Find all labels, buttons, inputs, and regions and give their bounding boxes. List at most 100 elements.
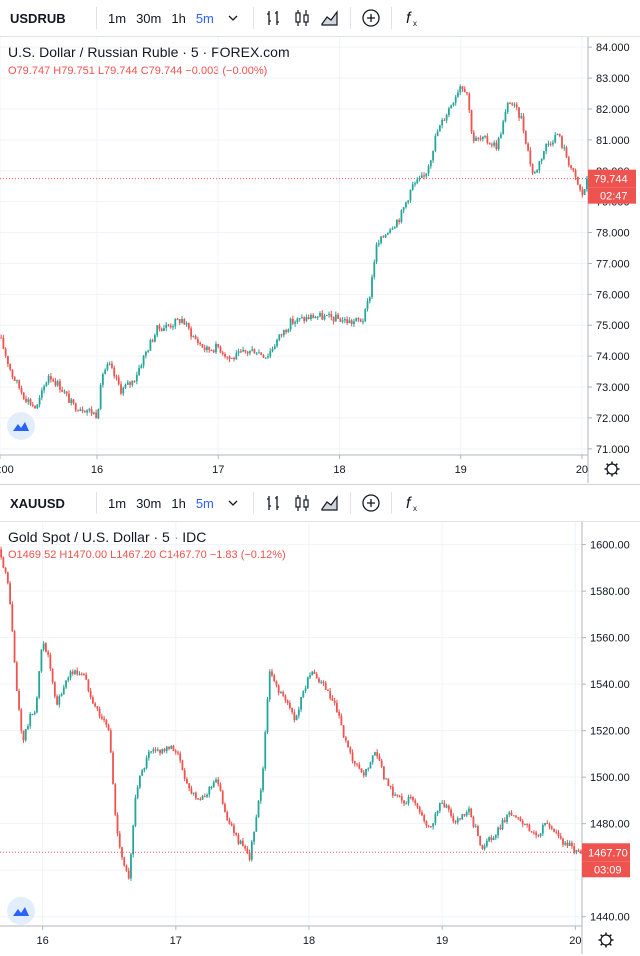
candle-body <box>123 857 126 866</box>
interval-1m[interactable]: 1m <box>108 495 127 511</box>
chevron-down-icon[interactable] <box>222 492 244 514</box>
symbol-search[interactable]: XAUUSD <box>10 495 65 511</box>
candle-body <box>510 812 513 816</box>
interval-5m[interactable]: 5m <box>195 495 214 511</box>
compare-add-icon[interactable] <box>360 492 382 514</box>
candle-body <box>280 692 282 694</box>
candle-body <box>22 392 25 399</box>
candle-body <box>49 654 52 669</box>
candle-body <box>314 316 317 319</box>
candle-body <box>285 330 287 333</box>
y-tick-label: 1560.00 <box>590 633 630 645</box>
y-tick-label: 71.000 <box>596 444 630 456</box>
candle-body <box>490 837 493 841</box>
candle-body <box>497 137 500 150</box>
candle-body <box>190 328 192 337</box>
candle-body <box>224 803 226 813</box>
candle-body <box>286 700 289 703</box>
candle-body <box>418 177 421 180</box>
candle-body <box>7 355 9 365</box>
candle-body <box>302 691 305 698</box>
interval-1m[interactable]: 1m <box>108 10 127 26</box>
svg-text:f: f <box>406 10 412 27</box>
candle-body <box>163 328 165 331</box>
candle-body <box>490 144 493 146</box>
candle-body <box>504 112 507 122</box>
candle-body <box>477 137 480 139</box>
candle-body <box>421 812 423 816</box>
candle-body <box>25 398 27 402</box>
candle-body <box>483 846 486 849</box>
candle-body <box>337 314 339 319</box>
price-chart-usdrub[interactable]: 71.000 72.000 73.000 74.000 75.000 76.000 77.0… <box>0 37 640 484</box>
candle-body <box>197 798 200 800</box>
gear-icon[interactable] <box>598 932 614 948</box>
candle-body <box>53 682 56 697</box>
candle-body <box>434 136 437 151</box>
candle-body <box>436 131 439 137</box>
candle-body <box>168 746 170 749</box>
candle-body <box>215 779 217 783</box>
candle-body <box>217 779 220 785</box>
candle-body <box>533 172 536 174</box>
tradingview-logo[interactable] <box>7 412 35 440</box>
candle-body <box>29 399 32 405</box>
candles-style-icon[interactable] <box>291 7 313 29</box>
area-style-icon[interactable] <box>319 492 341 514</box>
candle-body <box>541 824 544 834</box>
candle-body <box>13 377 16 381</box>
interval-5m[interactable]: 5m <box>195 10 214 26</box>
candle-body <box>531 164 534 174</box>
candle-body <box>136 787 139 798</box>
candle-body <box>450 105 453 109</box>
candle-body <box>443 119 446 121</box>
candle-body <box>45 382 48 387</box>
bars-style-icon[interactable] <box>263 7 285 29</box>
price-chart-xauusd[interactable]: 1440.001460.001480.001500.001520.001540.… <box>0 522 640 956</box>
candle-body <box>332 317 335 322</box>
candle-body <box>246 848 249 853</box>
gear-icon[interactable] <box>604 461 620 477</box>
candle-body <box>324 682 327 690</box>
candle-body <box>61 389 64 392</box>
candle-body <box>242 349 245 352</box>
candle-body <box>288 702 291 709</box>
candle-body <box>384 234 387 238</box>
symbol-search[interactable]: USDRUB <box>10 10 66 26</box>
candle-body <box>313 671 316 674</box>
candle-body <box>210 350 213 352</box>
candle-body <box>97 408 100 419</box>
interval-1h[interactable]: 1h <box>171 10 186 26</box>
candle-body <box>371 277 373 298</box>
last-price-badge <box>582 843 630 862</box>
interval-30m[interactable]: 30m <box>136 495 162 511</box>
candle-body <box>194 336 197 340</box>
candle-body <box>579 184 581 190</box>
candle-body <box>4 567 7 573</box>
area-style-icon[interactable] <box>319 7 341 29</box>
candles-style-icon[interactable] <box>291 492 313 514</box>
interval-1h[interactable]: 1h <box>171 495 186 511</box>
chevron-down-icon[interactable] <box>222 7 244 29</box>
compare-add-icon[interactable] <box>360 7 382 29</box>
candle-body <box>493 142 496 146</box>
candle-body <box>396 220 398 227</box>
toolbar-divider <box>390 7 392 29</box>
candle-body <box>144 351 147 356</box>
candle-body <box>521 820 524 825</box>
candle-body <box>0 549 3 558</box>
candle-body <box>412 797 414 801</box>
bars-style-icon[interactable] <box>263 492 285 514</box>
candle-body <box>310 315 312 320</box>
interval-30m[interactable]: 30m <box>136 10 162 26</box>
candle-body <box>235 352 238 360</box>
candle-body <box>244 349 247 352</box>
tradingview-logo[interactable] <box>7 897 35 925</box>
candle-body <box>183 319 186 325</box>
candle-body <box>548 823 551 827</box>
candle-body <box>77 410 79 412</box>
candle-body <box>391 786 394 796</box>
